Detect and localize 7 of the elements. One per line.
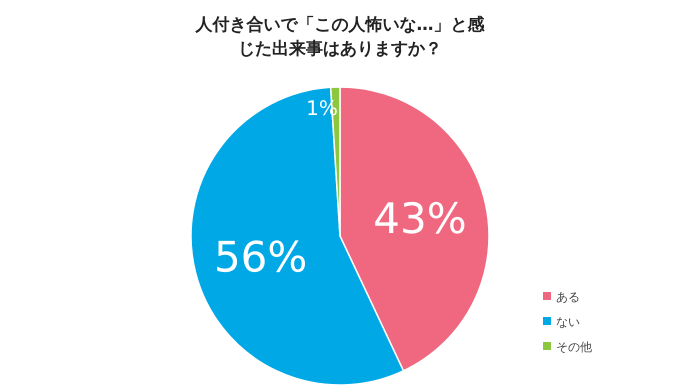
chart-title: 人付き合いで「この人怖いな…」と感じた出来事はありますか？ — [194, 15, 486, 59]
data-label: 56% — [214, 232, 308, 282]
legend-label: ある — [556, 290, 580, 304]
legend-label: ない — [556, 315, 580, 329]
slice: 43% — [339, 86, 490, 372]
data-label: 43% — [373, 194, 467, 244]
legend-label: その他 — [556, 340, 592, 354]
